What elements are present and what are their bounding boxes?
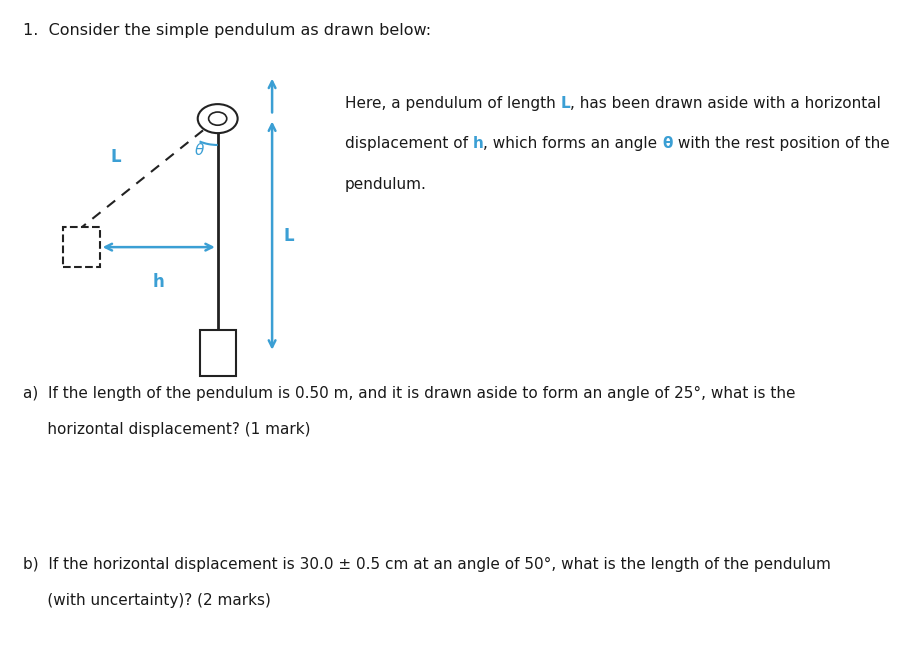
Text: pendulum.: pendulum. — [345, 177, 426, 192]
Text: (with uncertainty)? (2 marks): (with uncertainty)? (2 marks) — [23, 593, 270, 608]
Text: with the rest position of the: with the rest position of the — [673, 136, 890, 152]
Text: L: L — [561, 96, 570, 111]
Text: L: L — [284, 227, 295, 244]
Text: θ: θ — [662, 136, 673, 152]
Text: b)  If the horizontal displacement is 30.0 ± 0.5 cm at an angle of 50°, what is : b) If the horizontal displacement is 30.… — [23, 557, 831, 572]
Text: , has been drawn aside with a horizontal: , has been drawn aside with a horizontal — [570, 96, 881, 111]
Text: Here, a pendulum of length: Here, a pendulum of length — [345, 96, 561, 111]
Bar — [200, 330, 236, 376]
Text: h: h — [473, 136, 483, 152]
Text: displacement of: displacement of — [345, 136, 473, 152]
Text: , which forms an angle: , which forms an angle — [483, 136, 662, 152]
Text: 1.  Consider the simple pendulum as drawn below:: 1. Consider the simple pendulum as drawn… — [23, 23, 431, 38]
Text: h: h — [153, 273, 164, 291]
Circle shape — [198, 104, 238, 133]
Text: a)  If the length of the pendulum is 0.50 m, and it is drawn aside to form an an: a) If the length of the pendulum is 0.50… — [23, 386, 795, 401]
Bar — [63, 227, 100, 267]
Text: horizontal displacement? (1 mark): horizontal displacement? (1 mark) — [23, 422, 310, 437]
Text: L: L — [111, 148, 122, 165]
Circle shape — [209, 112, 227, 125]
Text: $\theta$: $\theta$ — [194, 142, 205, 158]
